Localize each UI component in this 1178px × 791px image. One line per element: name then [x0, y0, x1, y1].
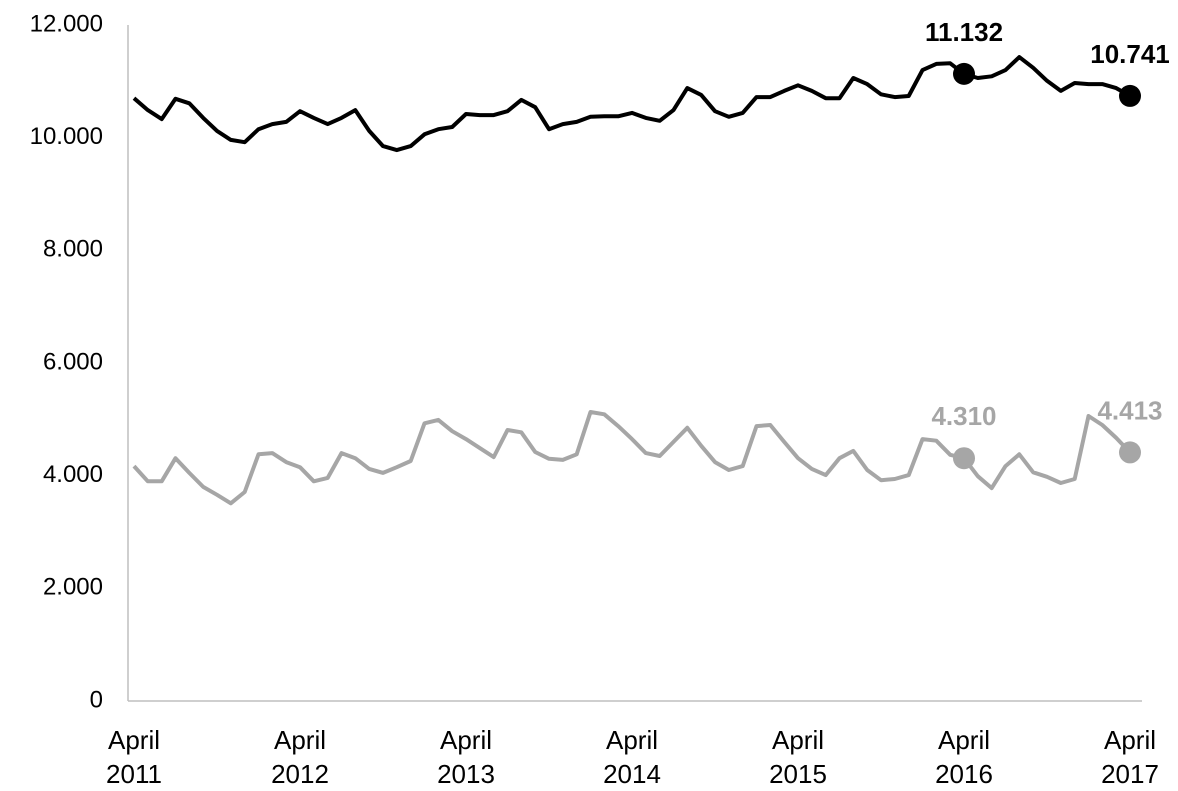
y-tick-label: 4.000 — [43, 461, 103, 488]
point-marker — [1119, 441, 1141, 464]
y-tick-label: 12.000 — [30, 10, 103, 37]
point-marker — [953, 447, 975, 470]
y-tick-label: 0 — [90, 686, 103, 713]
data-label: 4.413 — [1097, 395, 1162, 425]
y-tick-label: 8.000 — [43, 236, 103, 263]
point-marker — [953, 62, 975, 85]
x-tick-label: April 2012 — [271, 725, 329, 789]
x-tick-label: April 2014 — [603, 725, 661, 789]
x-tick-label: April 2013 — [437, 725, 495, 789]
data-label: 11.132 — [925, 17, 1003, 47]
y-tick-label: 10.000 — [30, 123, 103, 150]
point-marker — [1119, 84, 1141, 107]
y-tick-label: 2.000 — [43, 574, 103, 601]
data-label: 4.310 — [931, 401, 996, 431]
x-tick-label: April 2011 — [106, 725, 162, 789]
x-tick-label: April 2017 — [1101, 725, 1159, 789]
line — [132, 55, 1131, 153]
y-tick-label: 6.000 — [43, 348, 103, 375]
data-label: 10.741 — [1090, 39, 1170, 69]
x-tick-label: April 2015 — [769, 725, 827, 789]
x-tick-label: April 2016 — [935, 725, 993, 789]
